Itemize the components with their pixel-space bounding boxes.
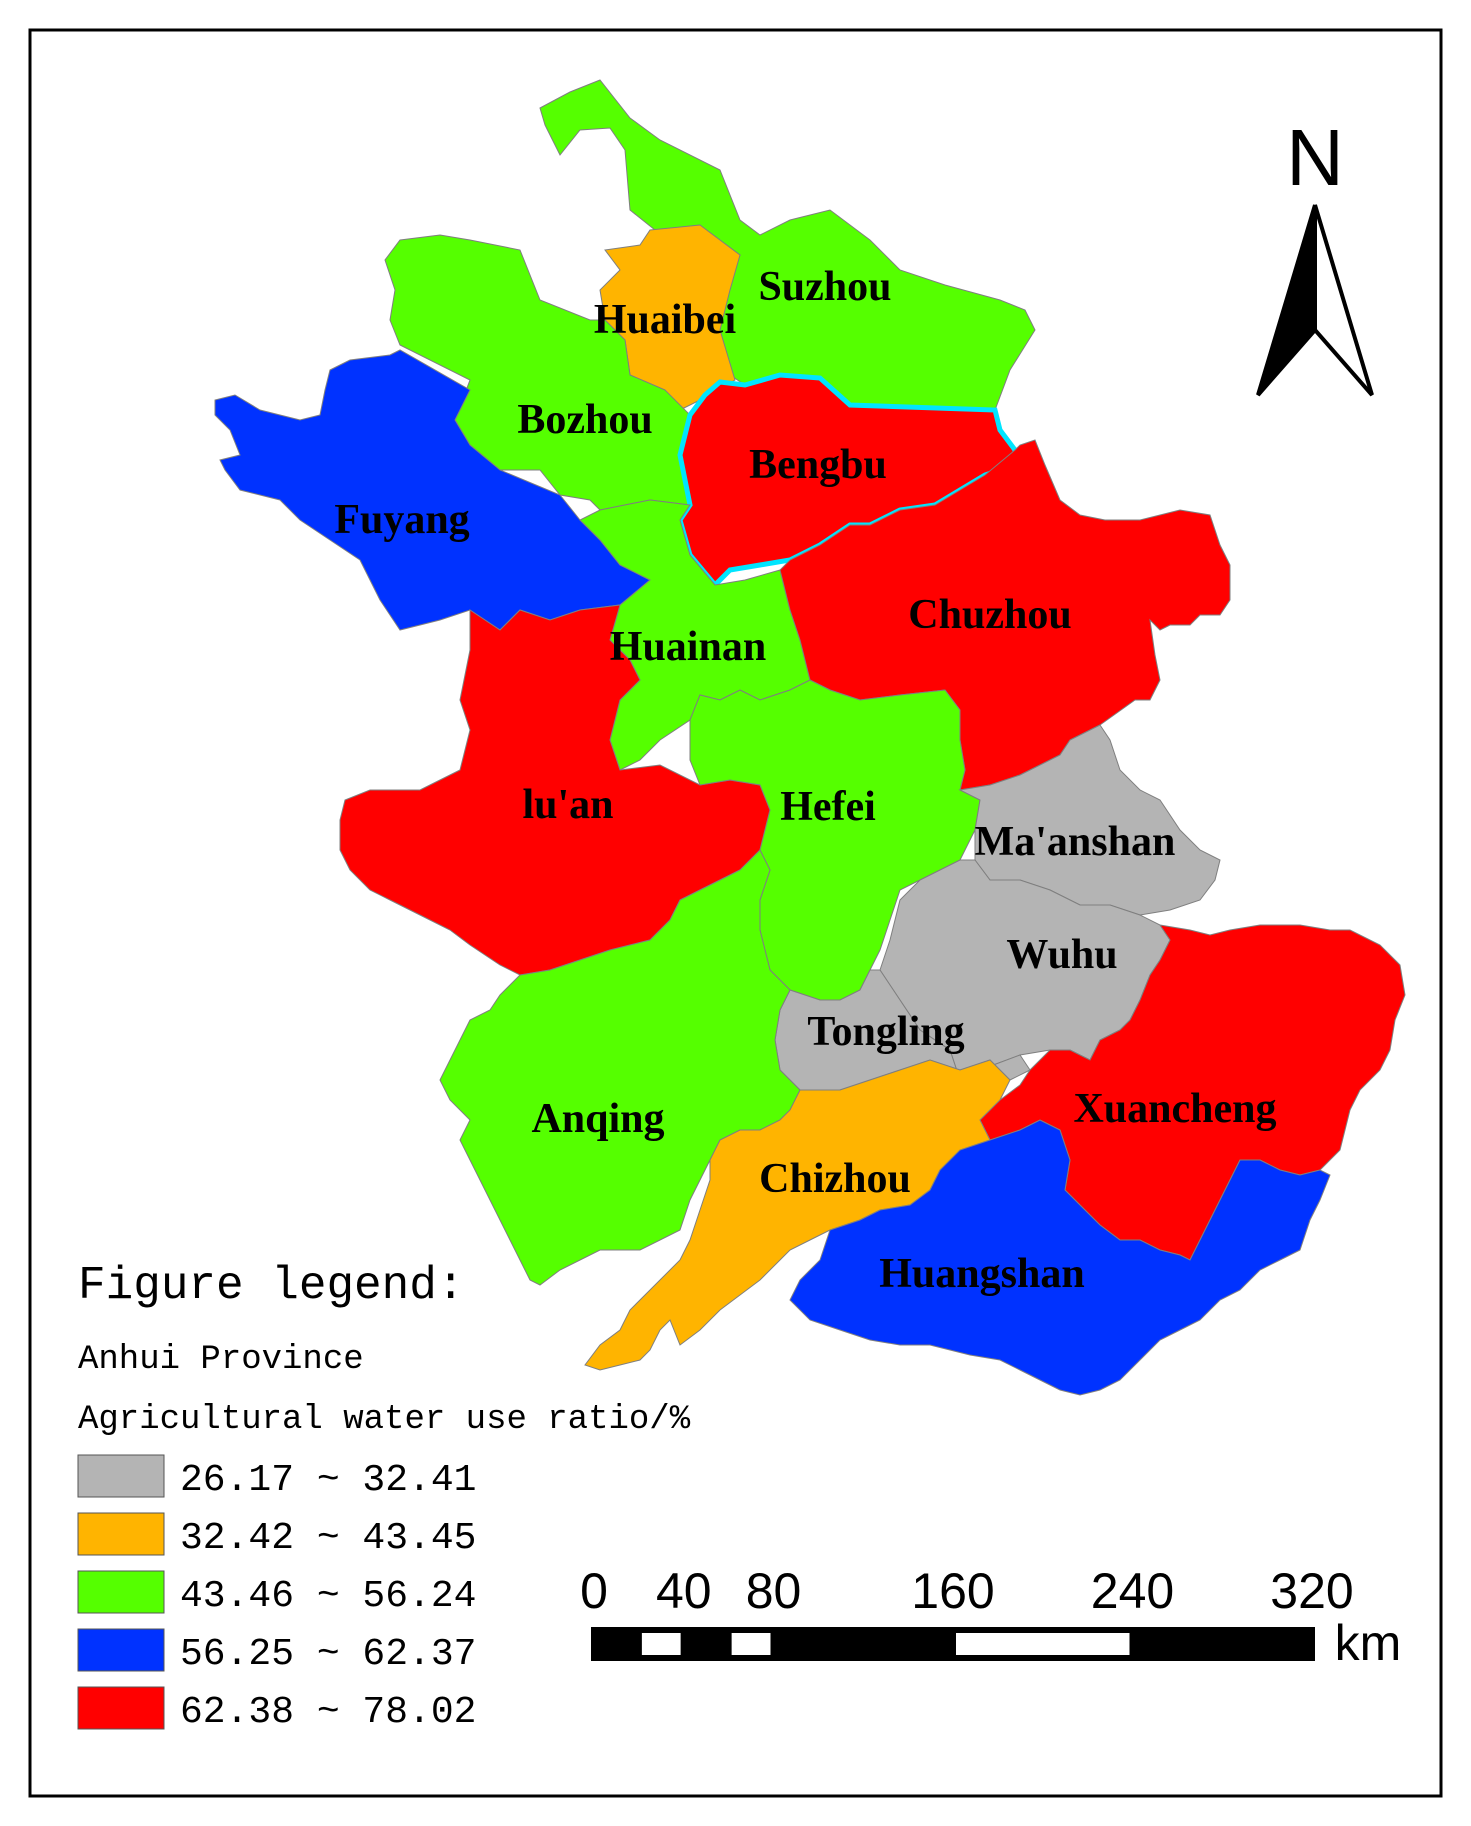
scale-tick-label: 160 <box>911 1563 994 1619</box>
legend-range-label: 26.17 ~ 32.41 <box>180 1459 476 1502</box>
legend-province: Anhui Province <box>78 1341 364 1379</box>
legend-range-label: 56.25 ~ 62.37 <box>180 1633 476 1676</box>
legend-items: 26.17 ~ 32.41 32.42 ~ 43.45 43.46 ~ 56.24 5… <box>77 1454 476 1734</box>
scale-segment <box>635 1627 687 1661</box>
legend-range-label: 62.38 ~ 78.02 <box>180 1691 476 1734</box>
label-anqing: Anqing <box>531 1096 664 1142</box>
legend-range-label: 32.42 ~ 43.45 <box>180 1517 476 1560</box>
legend-variable: Agricultural water use ratio/% <box>78 1401 691 1439</box>
region-labels: Suzhou Huaibei Bozhou Fuyang Bengbu Huai… <box>334 264 1276 1297</box>
region-hefei[interactable] <box>689 679 981 1001</box>
label-chuzhou: Chuzhou <box>908 592 1071 638</box>
label-chizhou: Chizhou <box>759 1156 911 1202</box>
scale-segment <box>950 1627 1136 1661</box>
label-bozhou: Bozhou <box>517 397 652 443</box>
legend-swatch <box>77 1570 165 1614</box>
scale-tick-label: 0 <box>580 1563 608 1619</box>
label-huainan: Huainan <box>610 624 766 670</box>
label-suzhou: Suzhou <box>758 264 891 310</box>
scale-segment <box>770 1627 956 1661</box>
region-fuyang[interactable] <box>214 349 651 631</box>
legend-title: Figure legend: <box>78 1260 464 1312</box>
legend-swatch <box>77 1512 165 1556</box>
north-arrow: N <box>1256 113 1374 397</box>
label-fuyang: Fuyang <box>334 497 469 543</box>
legend-swatch <box>77 1686 165 1730</box>
label-huangshan: Huangshan <box>879 1251 1084 1297</box>
scale-tick-label: 320 <box>1270 1563 1353 1619</box>
label-tongling: Tongling <box>807 1009 964 1055</box>
region-huangshan[interactable] <box>789 1119 1331 1396</box>
region-anqing[interactable] <box>439 849 801 1286</box>
label-maanshan: Ma'anshan <box>975 819 1176 865</box>
scale-tick-label: 40 <box>656 1563 712 1619</box>
scale-segment <box>680 1627 732 1661</box>
legend-swatch <box>77 1454 165 1498</box>
label-luan: lu'an <box>522 782 613 828</box>
scale-segment <box>1129 1627 1315 1661</box>
legend-swatch <box>77 1628 165 1672</box>
legend: Figure legend: Anhui Province Agricultur… <box>77 1260 691 1734</box>
scale-unit: km <box>1335 1615 1402 1671</box>
scale-segment <box>725 1627 777 1661</box>
scale-tick-label: 80 <box>746 1563 802 1619</box>
label-hefei: Hefei <box>780 784 876 830</box>
label-xuancheng: Xuancheng <box>1073 1086 1276 1132</box>
label-bengbu: Bengbu <box>749 442 887 488</box>
scale-tick-label: 240 <box>1091 1563 1174 1619</box>
label-wuhu: Wuhu <box>1006 932 1117 978</box>
north-label: N <box>1286 113 1344 202</box>
province-map <box>214 79 1406 1396</box>
region-chizhou[interactable] <box>584 1059 1011 1371</box>
north-arrow-right-half <box>1313 204 1374 397</box>
scale-segment <box>591 1627 642 1661</box>
legend-range-label: 43.46 ~ 56.24 <box>180 1575 476 1618</box>
label-huaibei: Huaibei <box>594 297 737 343</box>
